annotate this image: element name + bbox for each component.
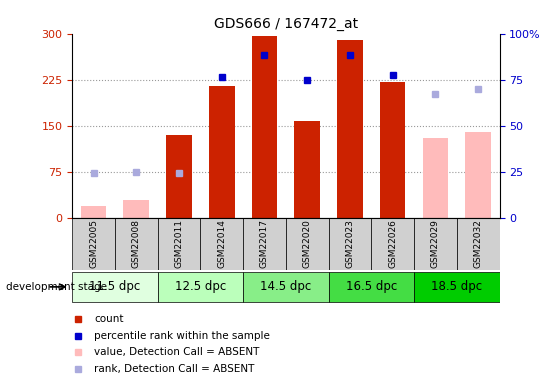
Bar — [158, 272, 243, 302]
Text: GSM22014: GSM22014 — [217, 219, 226, 268]
Text: GSM22005: GSM22005 — [89, 219, 98, 268]
Bar — [414, 217, 457, 270]
Text: development stage: development stage — [6, 282, 107, 292]
Text: GSM22017: GSM22017 — [260, 219, 269, 268]
Text: 16.5 dpc: 16.5 dpc — [346, 280, 397, 293]
Text: 12.5 dpc: 12.5 dpc — [175, 280, 226, 293]
Bar — [465, 132, 491, 218]
Bar — [294, 122, 320, 218]
Bar — [380, 81, 406, 218]
Bar — [329, 272, 414, 302]
Text: GSM22026: GSM22026 — [388, 219, 397, 268]
Bar — [243, 217, 286, 270]
Text: 14.5 dpc: 14.5 dpc — [260, 280, 311, 293]
Text: GSM22029: GSM22029 — [431, 219, 440, 268]
Bar — [371, 217, 414, 270]
Text: GSM22023: GSM22023 — [345, 219, 355, 268]
Text: 18.5 dpc: 18.5 dpc — [431, 280, 482, 293]
Bar — [80, 207, 107, 218]
Bar — [414, 272, 500, 302]
Bar — [115, 217, 158, 270]
Text: count: count — [94, 314, 124, 324]
Text: percentile rank within the sample: percentile rank within the sample — [94, 331, 270, 341]
Text: value, Detection Call = ABSENT: value, Detection Call = ABSENT — [94, 347, 260, 357]
Text: 11.5 dpc: 11.5 dpc — [89, 280, 140, 293]
Bar — [158, 217, 200, 270]
Text: GSM22008: GSM22008 — [132, 219, 141, 268]
Bar — [72, 217, 115, 270]
Bar — [209, 86, 235, 218]
Bar — [422, 138, 448, 218]
Bar — [329, 217, 371, 270]
Bar — [200, 217, 243, 270]
Bar — [166, 135, 192, 218]
Text: GSM22020: GSM22020 — [302, 219, 312, 268]
Bar — [337, 40, 363, 218]
Text: GSM22011: GSM22011 — [174, 219, 184, 268]
Text: GSM22032: GSM22032 — [473, 219, 483, 268]
Bar — [251, 36, 278, 218]
Bar — [286, 217, 329, 270]
Title: GDS666 / 167472_at: GDS666 / 167472_at — [214, 17, 358, 32]
Bar — [457, 217, 500, 270]
Bar — [72, 272, 158, 302]
Bar — [123, 200, 149, 217]
Bar — [243, 272, 329, 302]
Text: rank, Detection Call = ABSENT: rank, Detection Call = ABSENT — [94, 363, 255, 374]
